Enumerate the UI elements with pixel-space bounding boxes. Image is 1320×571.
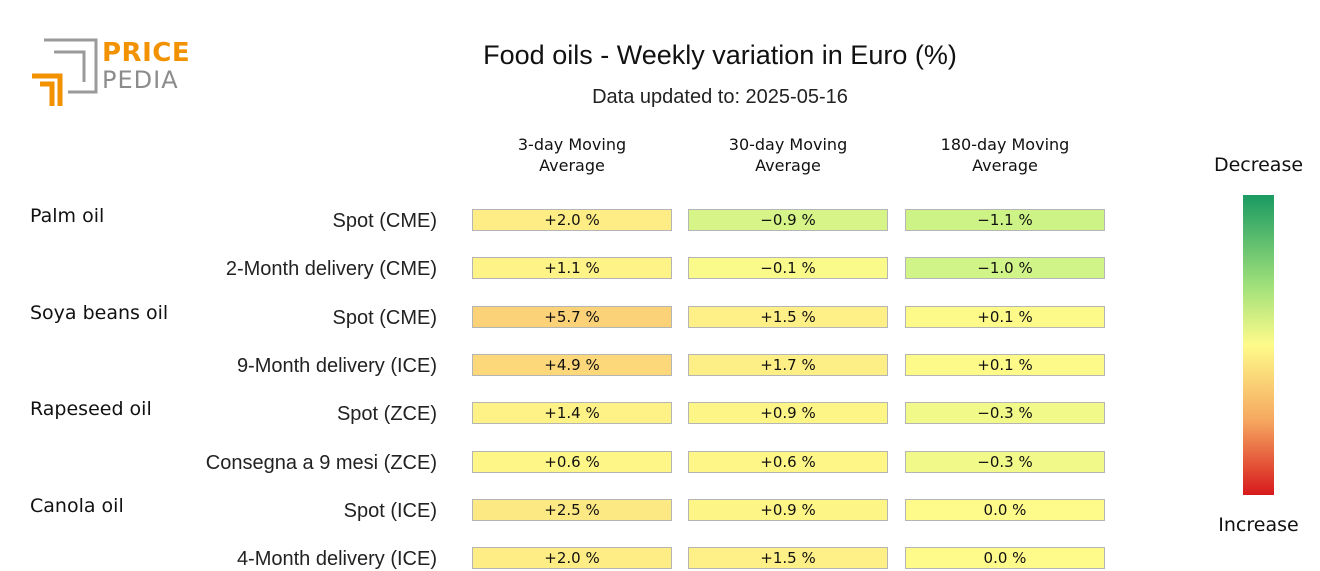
- heatmap-cell: 0.0 %: [905, 547, 1105, 570]
- heatmap-cell: −0.1 %: [688, 257, 888, 280]
- heatmap-cell: +0.9 %: [688, 498, 888, 521]
- pricepedia-logo: PRICE PEDIA: [30, 38, 190, 110]
- column-header-line: 3-day Moving: [517, 135, 627, 154]
- row-label: Spot (ICE): [343, 499, 437, 522]
- heatmap-cell: +0.1 %: [905, 353, 1105, 376]
- heatmap-cell: +1.7 %: [688, 353, 888, 376]
- heatmap-cell: +1.1 %: [472, 257, 672, 280]
- logo-text-price: PRICE: [102, 38, 191, 68]
- heatmap-cell: −1.1 %: [905, 209, 1105, 231]
- column-header-line: 30-day Moving: [728, 135, 848, 154]
- heatmap-cell: +0.9 %: [688, 402, 888, 425]
- group-label: Canola oil: [30, 494, 124, 517]
- row-label: Spot (ZCE): [336, 403, 437, 426]
- column-header-3: 180-day Moving Average: [904, 134, 1106, 176]
- row-label: Spot (CME): [332, 306, 437, 329]
- row-label: Spot (CME): [332, 210, 437, 232]
- column-header-line: Average: [755, 156, 821, 175]
- heatmap-cell: +4.9 %: [472, 353, 672, 376]
- column-header-1: 3-day Moving Average: [471, 134, 673, 176]
- heatmap-cell: −0.3 %: [905, 402, 1105, 425]
- legend-decrease-label: Decrease: [1213, 154, 1304, 176]
- group-label: Rapeseed oil: [30, 398, 152, 421]
- heatmap-cell: +2.0 %: [472, 547, 672, 570]
- group-label: Soya beans oil: [30, 301, 169, 324]
- heatmap-cell: +2.5 %: [472, 498, 672, 521]
- logo-text-pedia: PEDIA: [102, 66, 179, 94]
- chart-title: Food oils - Weekly variation in Euro (%): [483, 40, 957, 70]
- column-header-2: 30-day Moving Average: [687, 134, 889, 176]
- group-label: Palm oil: [30, 205, 105, 227]
- legend-color-scale: [1243, 195, 1274, 495]
- heatmap-cell: +0.1 %: [905, 305, 1105, 328]
- heatmap-cell: 0.0 %: [905, 498, 1105, 521]
- column-header-line: Average: [539, 156, 605, 175]
- heatmap-cell: +2.0 %: [472, 209, 672, 231]
- column-header-line: 180-day Moving: [940, 135, 1070, 154]
- row-label: Consegna a 9 mesi (ZCE): [205, 451, 437, 474]
- heatmap-cell: −1.0 %: [905, 257, 1105, 280]
- legend-increase-label: Increase: [1218, 514, 1299, 536]
- chart-subtitle: Data updated to: 2025-05-16: [592, 86, 848, 108]
- row-label: 4-Month delivery (ICE): [236, 548, 437, 571]
- row-label: 2-Month delivery (CME): [225, 258, 437, 281]
- column-header-line: Average: [972, 156, 1038, 175]
- heatmap-cell: −0.9 %: [688, 209, 888, 231]
- heatmap-cell: +1.5 %: [688, 547, 888, 570]
- heatmap-cell: +1.5 %: [688, 305, 888, 328]
- heatmap-cell: −0.3 %: [905, 450, 1105, 473]
- logo-mark-icon: [32, 38, 98, 106]
- heatmap-cell: +1.4 %: [472, 402, 672, 425]
- heatmap-cell: +5.7 %: [472, 305, 672, 328]
- row-label: 9-Month delivery (ICE): [236, 354, 437, 377]
- heatmap-cell: +0.6 %: [688, 450, 888, 473]
- heatmap-cell: +0.6 %: [472, 450, 672, 473]
